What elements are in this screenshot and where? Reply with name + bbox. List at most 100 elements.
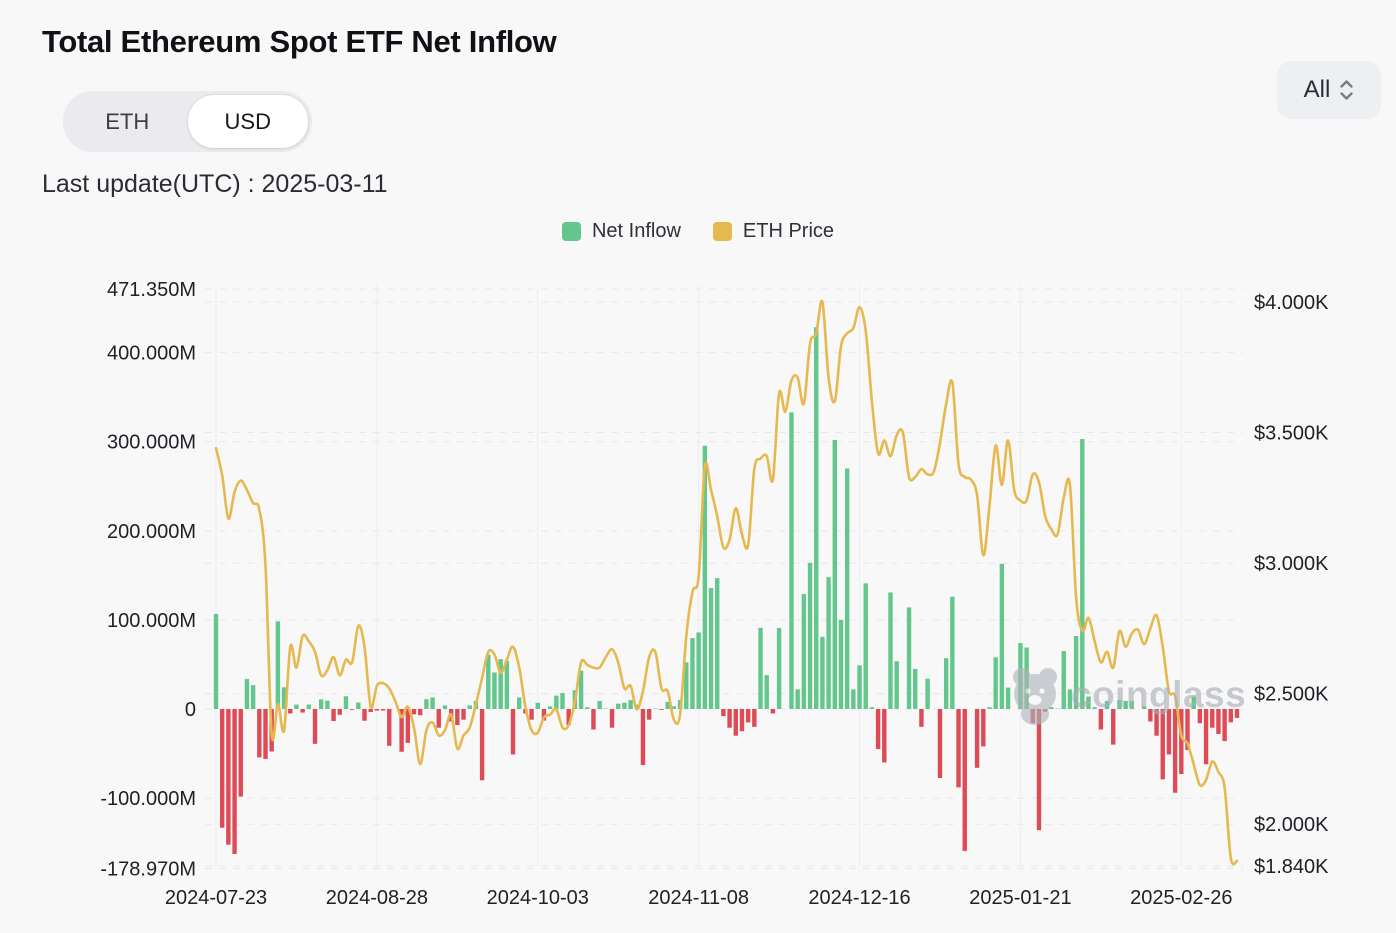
net-inflow-bar [263,709,267,759]
axis-tick-label: -178.970M [100,858,196,880]
net-inflow-bar [616,704,620,709]
net-inflow-bar [430,697,434,709]
net-inflow-bar [1167,709,1171,754]
axis-tick-label: 2025-01-21 [969,887,1071,909]
net-inflow-bar [245,679,249,709]
last-update-label: Last update(UTC) : 2025-03-11 [42,170,388,199]
net-inflow-bar [610,709,614,728]
net-inflow-bar [288,709,292,713]
net-inflow-bar [987,707,991,709]
net-inflow-bar [1068,689,1072,709]
net-inflow-bar [232,709,236,854]
toggle-option-usd[interactable]: USD [188,95,309,148]
net-inflow-bar [511,709,515,754]
axis-tick-label: 2024-10-03 [487,887,589,909]
net-inflow-bar [888,592,892,709]
page-title: Total Ethereum Spot ETF Net Inflow [42,24,557,60]
net-inflow-bar [461,709,465,720]
net-inflow-bar [1018,643,1022,709]
net-inflow-bar [845,468,849,709]
net-inflow-bar [1049,707,1053,709]
net-inflow-swatch-icon [562,222,581,241]
net-inflow-bar [387,709,391,746]
net-inflow-bar [468,705,472,709]
currency-toggle[interactable]: ETH USD [63,91,312,152]
net-inflow-bar [350,709,354,710]
axis-tick-label: 2024-11-08 [648,887,749,909]
net-inflow-bar [492,672,496,709]
net-inflow-bar [826,577,830,709]
legend-item-eth-price[interactable]: ETH Price [713,220,834,243]
net-inflow-bar [746,709,750,722]
net-inflow-bar [585,707,589,709]
net-inflow-bar [554,696,558,709]
net-inflow-bar [765,675,769,709]
net-inflow-bar [1123,701,1127,709]
net-inflow-bar [338,709,342,715]
net-inflow-bar [1080,439,1084,709]
net-inflow-bar [882,709,886,762]
axis-tick-label: -100.000M [100,788,196,810]
net-inflow-bar [220,709,224,828]
net-inflow-bar [319,699,323,709]
net-inflow-bar [870,707,874,709]
net-inflow-bar [839,620,843,709]
net-inflow-bar [437,709,441,728]
net-inflow-bar [1154,709,1158,736]
axis-tick-label: 0 [185,699,196,721]
net-inflow-bar [1130,701,1134,709]
axis-tick-label: $2.000K [1254,814,1329,836]
net-inflow-bar [857,665,861,709]
net-inflow-bar [659,709,663,710]
net-inflow-bar [981,709,985,746]
time-range-select[interactable]: All [1277,61,1381,119]
axis-tick-label: $3.500K [1254,423,1329,445]
time-range-value: All [1304,76,1331,104]
net-inflow-bar [517,697,521,709]
net-inflow-bar [251,685,255,709]
net-inflow-bar [938,709,942,778]
net-inflow-bar [1216,709,1220,734]
net-inflow-bar [294,705,298,709]
net-inflow-bar [925,679,929,709]
net-inflow-bar [950,597,954,709]
net-inflow-bar [455,709,459,725]
net-inflow-bar [597,701,601,709]
net-inflow-bar [690,638,694,709]
net-inflow-bar [356,702,360,709]
net-inflow-bar [789,412,793,709]
legend-item-net-inflow[interactable]: Net Inflow [562,220,681,243]
net-inflow-bar [1191,697,1195,709]
net-inflow-bar [1099,709,1103,729]
net-inflow-bar [696,632,700,709]
net-inflow-bar [239,709,243,797]
net-inflow-bar [276,621,280,709]
net-inflow-bar [944,658,948,709]
net-inflow-bar [381,709,385,711]
net-inflow-bar [1148,709,1152,721]
net-inflow-bar [591,709,595,729]
net-inflow-bar [548,706,552,709]
net-inflow-bar [424,699,428,709]
net-inflow-bar [226,709,230,845]
net-inflow-bar [486,655,490,709]
axis-tick-label: 2024-08-28 [326,887,428,909]
net-inflow-bar [715,578,719,709]
net-inflow-bar [907,607,911,709]
net-inflow-bar [752,709,756,727]
net-inflow-bar [529,709,533,720]
net-inflow-bar [1024,648,1028,709]
net-inflow-bar [375,709,379,711]
net-inflow-bar [721,709,725,716]
net-inflow-bar [833,440,837,709]
net-inflow-bar [1229,709,1233,722]
net-inflow-bar [325,701,329,709]
net-inflow-bar [814,327,818,709]
net-inflow-bar [740,709,744,731]
net-inflow-bar [808,563,812,709]
axis-tick-label: $1.840K [1254,856,1329,878]
legend-label: Net Inflow [592,220,681,243]
toggle-option-eth[interactable]: ETH [67,95,188,148]
net-inflow-bar [307,705,311,709]
net-inflow-bar [1204,709,1208,764]
